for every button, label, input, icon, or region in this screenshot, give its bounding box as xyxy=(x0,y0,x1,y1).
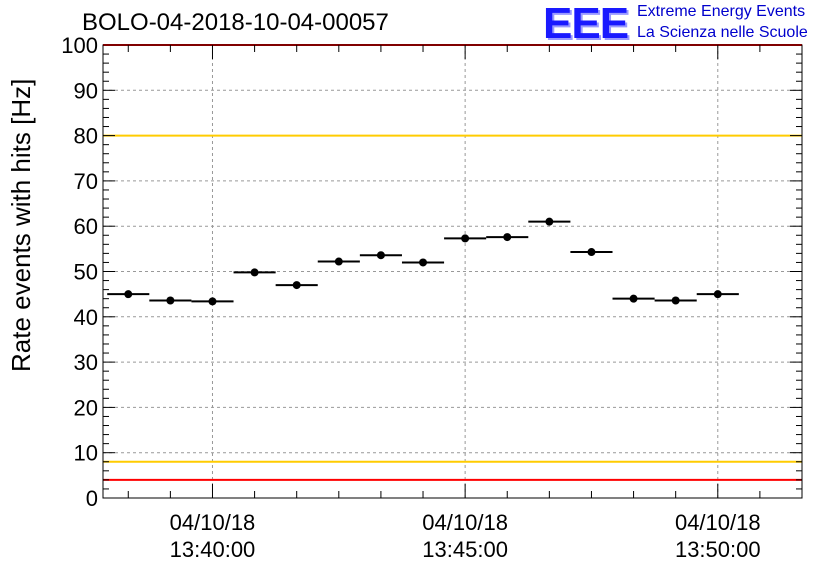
data-point xyxy=(587,248,596,257)
data-point xyxy=(208,297,217,306)
y-tick-label: 70 xyxy=(74,169,98,194)
x-tick-label-time: 13:40:00 xyxy=(170,537,256,562)
data-point xyxy=(461,234,470,243)
data-point xyxy=(629,294,638,303)
y-tick-label: 40 xyxy=(74,305,98,330)
logo-text-line1: Extreme Energy Events xyxy=(637,3,806,20)
data-point xyxy=(545,217,554,226)
y-tick-label: 20 xyxy=(74,395,98,420)
data-point xyxy=(376,251,385,260)
y-tick-label: 0 xyxy=(86,486,98,511)
y-tick-label: 80 xyxy=(74,124,98,149)
x-tick-label-date: 04/10/18 xyxy=(675,510,761,535)
y-tick-label: 50 xyxy=(74,260,98,285)
x-tick-label-date: 04/10/18 xyxy=(170,510,256,535)
eee-logo: EEE xyxy=(543,0,629,48)
y-tick-label: 10 xyxy=(74,441,98,466)
data-point xyxy=(250,268,259,277)
x-tick-label-date: 04/10/18 xyxy=(422,510,508,535)
y-tick-label: 60 xyxy=(74,214,98,239)
data-point xyxy=(124,290,133,299)
x-tick-label-time: 13:45:00 xyxy=(422,537,508,562)
chart-title: BOLO-04-2018-10-04-00057 xyxy=(82,9,389,36)
data-point xyxy=(419,258,428,267)
data-point xyxy=(713,290,722,299)
data-point xyxy=(671,296,680,305)
data-point xyxy=(334,257,343,266)
y-tick-label: 30 xyxy=(74,350,98,375)
data-point xyxy=(503,233,512,242)
data-point xyxy=(166,296,175,305)
y-tick-label: 90 xyxy=(74,78,98,103)
x-tick-label-time: 13:50:00 xyxy=(675,537,761,562)
data-point xyxy=(292,281,301,290)
y-axis-label: Rate events with hits [Hz] xyxy=(6,78,36,372)
y-tick-label: 100 xyxy=(61,33,98,58)
logo-text-line2: La Scienza nelle Scuole xyxy=(637,24,808,41)
